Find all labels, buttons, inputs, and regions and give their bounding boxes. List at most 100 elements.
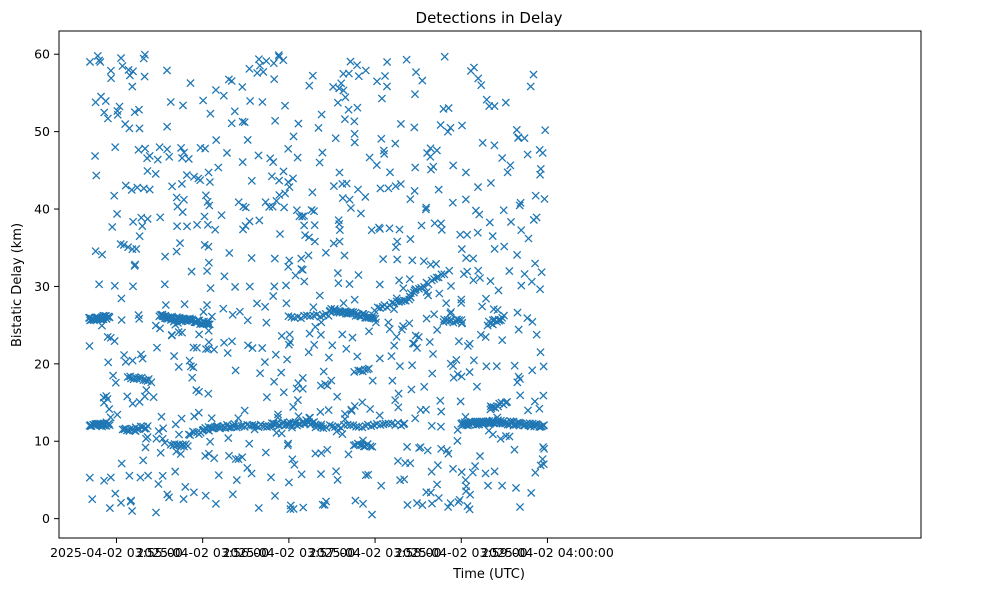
scatter-point [206, 109, 215, 118]
scatter-point [204, 338, 213, 347]
scatter-point [509, 421, 518, 430]
scatter-point [418, 501, 427, 510]
scatter-point [275, 190, 284, 200]
scatter-point [238, 117, 247, 126]
scatter-point [181, 482, 190, 491]
scatter-point [157, 412, 166, 421]
scatter-point [344, 450, 353, 459]
scatter-point [269, 292, 278, 301]
scatter-point [261, 302, 270, 311]
scatter-point [161, 252, 170, 261]
scatter-point [440, 315, 449, 324]
scatter-point [95, 56, 104, 65]
scatter-point [227, 119, 236, 128]
scatter-point [358, 499, 368, 508]
x-tick-label: 2025-04-02 03:57:00 [222, 545, 355, 560]
scatter-point [192, 343, 201, 352]
scatter-point [311, 423, 320, 432]
x-tick-label: 2025-04-02 03:59:00 [395, 545, 528, 560]
scatter-point [279, 167, 288, 176]
scatter-point [118, 61, 127, 71]
scatter-point [177, 179, 186, 188]
scatter-point [492, 362, 501, 371]
scatter-point [329, 239, 338, 248]
scatter-point [243, 341, 253, 350]
scatter-point [124, 243, 133, 252]
scatter-point [116, 54, 126, 63]
scatter-point [117, 315, 126, 325]
scatter-point [517, 281, 526, 290]
scatter-point [361, 192, 370, 201]
scatter-point [384, 184, 393, 193]
scatter-point [161, 300, 170, 310]
scatter-point [538, 148, 547, 158]
scatter-point [85, 57, 95, 66]
scatter-point [143, 214, 152, 223]
scatter-point [353, 185, 363, 194]
scatter-point [124, 65, 133, 74]
scatter-point [299, 503, 308, 512]
scatter-point [490, 467, 499, 476]
scatter-point [177, 143, 186, 152]
scatter-point [123, 392, 132, 401]
scatter-point [316, 330, 325, 339]
scatter-point [515, 201, 524, 210]
scatter-point [335, 84, 344, 93]
scatter-point [510, 361, 519, 370]
scatter-point [408, 256, 417, 265]
scatter-point [524, 234, 533, 243]
scatter-point [461, 168, 470, 177]
scatter-point [446, 281, 456, 291]
scatter-point [253, 68, 262, 78]
scatter-point [410, 123, 419, 132]
scatter-point [496, 434, 505, 443]
scatter-point [139, 456, 148, 465]
scatter-point [486, 178, 495, 188]
scatter-point [353, 439, 362, 448]
scatter-point [125, 124, 134, 133]
scatter-point [320, 500, 329, 509]
scatter-point [308, 71, 317, 80]
scatter-point [339, 86, 348, 95]
scatter-point [105, 313, 114, 322]
scatter-point [391, 182, 400, 191]
scatter-point [298, 212, 307, 221]
scatter-point [156, 213, 165, 222]
scatter-point [422, 203, 431, 212]
scatter-point [446, 307, 456, 317]
scatter-point [331, 134, 340, 143]
scatter-point [110, 191, 119, 200]
scatter-point [85, 473, 94, 482]
scatter-point [178, 101, 188, 110]
scatter-point [136, 473, 145, 482]
scatter-point [486, 277, 495, 286]
scatter-point [214, 163, 223, 172]
scatter-point [367, 510, 377, 519]
scatter-point [211, 225, 220, 234]
scatter-point [390, 341, 399, 350]
scatter-point [489, 305, 498, 314]
scatter-point [387, 352, 396, 361]
scatter-point [422, 314, 431, 323]
scatter-point [272, 196, 281, 205]
scatter-point [471, 462, 480, 471]
scatter-point [377, 94, 386, 103]
scatter-point [344, 69, 353, 78]
scatter-point [531, 259, 540, 268]
scatter-point [243, 463, 252, 472]
scatter-point [260, 358, 269, 367]
scatter-point [395, 362, 404, 371]
scatter-point [515, 502, 525, 512]
scatter-point [270, 75, 279, 84]
scatter-point [190, 428, 199, 437]
scatter-point [111, 489, 120, 498]
scatter-point [488, 430, 497, 439]
scatter-point [361, 471, 370, 480]
scatter-point [121, 181, 130, 190]
scatter-point [473, 228, 482, 237]
scatter-point [536, 170, 545, 179]
scatter-point [350, 138, 359, 147]
scatter-point [178, 440, 188, 449]
scatter-point [505, 432, 514, 441]
scatter-point [473, 183, 483, 192]
